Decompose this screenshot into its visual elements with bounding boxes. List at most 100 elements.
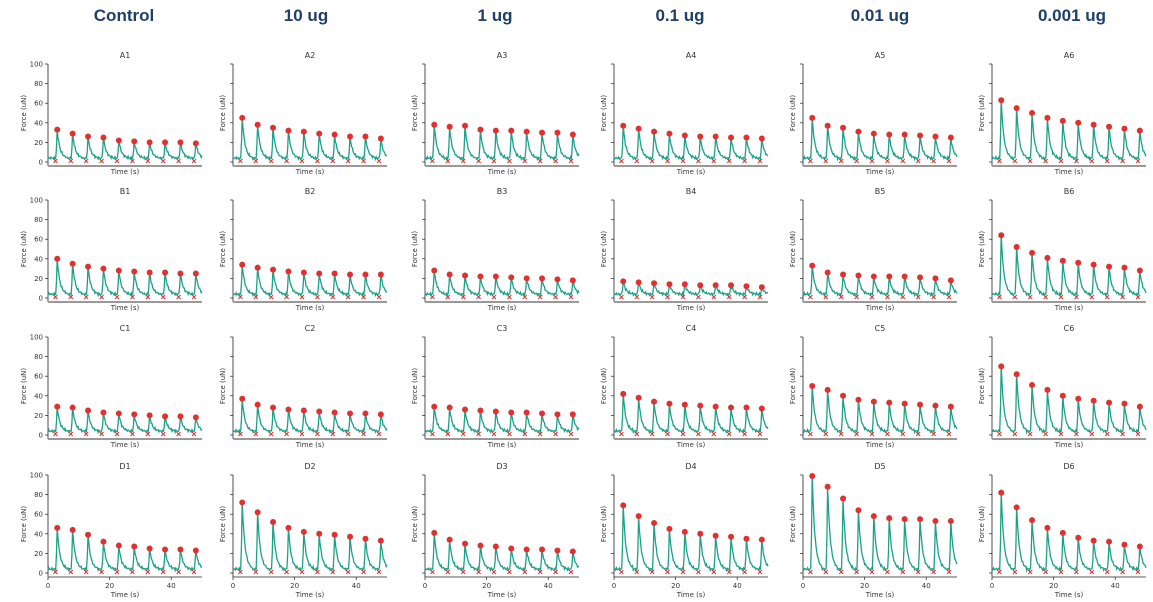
baseline-marker bbox=[430, 569, 435, 575]
peak-marker bbox=[539, 275, 546, 282]
panel-b2: B2 Force (uN) Time (s) bbox=[219, 187, 388, 312]
peak-marker bbox=[1136, 267, 1143, 274]
peak-marker bbox=[681, 281, 688, 288]
baseline-marker bbox=[53, 431, 58, 437]
force-trace-line bbox=[47, 257, 203, 298]
y-axis-label: Force (uN) bbox=[411, 231, 419, 268]
panel-title: D2 bbox=[304, 462, 315, 471]
peak-marker bbox=[901, 273, 908, 280]
x-tick-label: 20 bbox=[105, 582, 114, 590]
peak-marker bbox=[131, 411, 138, 418]
panel-title: A4 bbox=[686, 51, 697, 60]
baseline-marker bbox=[238, 569, 243, 575]
baseline-marker bbox=[931, 431, 936, 437]
x-axis-label: Time (s) bbox=[865, 304, 895, 312]
baseline-marker bbox=[946, 158, 952, 164]
panel-a2: A2 Force (uN) Time (s) bbox=[219, 51, 388, 176]
baseline-marker bbox=[808, 431, 813, 437]
peak-marker bbox=[69, 404, 76, 411]
panel-title: B3 bbox=[497, 187, 508, 196]
baseline-marker bbox=[900, 431, 906, 437]
baseline-marker bbox=[869, 431, 875, 437]
peak-marker bbox=[554, 411, 561, 418]
baseline-marker bbox=[696, 431, 701, 437]
baseline-marker bbox=[238, 294, 243, 300]
baseline-marker bbox=[711, 569, 717, 575]
force-trace-line bbox=[232, 501, 388, 573]
y-axis-label: Force (uN) bbox=[600, 231, 608, 268]
peak-marker bbox=[697, 282, 704, 289]
baseline-marker bbox=[823, 431, 829, 437]
peak-marker bbox=[666, 400, 673, 407]
force-trace-line bbox=[613, 281, 769, 298]
y-axis-label: Force (uN) bbox=[978, 506, 986, 543]
baseline-marker bbox=[900, 294, 906, 300]
peak-marker bbox=[539, 410, 546, 417]
baseline-marker bbox=[1058, 294, 1064, 300]
peak-marker bbox=[901, 516, 908, 523]
baseline-marker bbox=[268, 158, 274, 164]
peak-marker bbox=[477, 273, 484, 280]
panel-d1: D1 0 20 40 60 80 100 Force (uN) 0 20 40 Time (s) bbox=[20, 462, 203, 599]
baseline-marker bbox=[284, 431, 289, 437]
peak-marker bbox=[998, 97, 1005, 104]
y-tick-label: 40 bbox=[34, 392, 43, 400]
peak-marker bbox=[146, 139, 153, 146]
peak-marker bbox=[569, 131, 576, 138]
peak-marker bbox=[362, 410, 369, 417]
baseline-marker bbox=[191, 569, 197, 575]
force-trace-line bbox=[802, 117, 958, 162]
peak-marker bbox=[508, 127, 515, 134]
peak-marker bbox=[477, 542, 484, 549]
panel-title: C5 bbox=[875, 324, 886, 333]
peak-marker bbox=[331, 131, 338, 138]
peak-marker bbox=[840, 124, 847, 131]
baseline-marker bbox=[665, 294, 670, 300]
y-axis-label: Force (uN) bbox=[219, 368, 227, 405]
y-tick-label: 60 bbox=[34, 511, 43, 519]
baseline-marker bbox=[1120, 569, 1125, 575]
y-axis-label: Force (uN) bbox=[20, 231, 28, 268]
peak-marker bbox=[620, 122, 627, 129]
x-tick-label: 0 bbox=[231, 582, 235, 590]
force-trace-line bbox=[47, 128, 203, 162]
baseline-marker bbox=[854, 158, 859, 164]
baseline-marker bbox=[53, 294, 58, 300]
peak-marker bbox=[100, 538, 107, 545]
peak-marker bbox=[523, 546, 530, 553]
peak-marker bbox=[1106, 538, 1113, 545]
peak-marker bbox=[270, 266, 277, 273]
peak-marker bbox=[1059, 529, 1066, 536]
peak-marker bbox=[809, 383, 816, 389]
baseline-marker bbox=[284, 569, 289, 575]
peak-marker bbox=[758, 405, 765, 412]
peak-marker bbox=[115, 137, 122, 144]
baseline-marker bbox=[83, 158, 89, 164]
x-tick-label: 0 bbox=[46, 582, 50, 590]
peak-marker bbox=[870, 130, 877, 137]
baseline-marker bbox=[1089, 431, 1095, 437]
peak-marker bbox=[855, 396, 862, 403]
baseline-marker bbox=[345, 569, 351, 575]
baseline-marker bbox=[696, 158, 701, 164]
y-tick-label: 100 bbox=[30, 334, 43, 342]
peak-marker bbox=[431, 403, 438, 410]
baseline-marker bbox=[537, 431, 543, 437]
panel-a6: A6 Force (uN) Time (s) bbox=[978, 51, 1147, 176]
peak-marker bbox=[431, 529, 438, 536]
x-axis-label: Time (s) bbox=[865, 441, 895, 449]
baseline-marker bbox=[268, 431, 274, 437]
panel-title: D6 bbox=[1063, 462, 1074, 471]
peak-marker bbox=[54, 126, 61, 133]
peak-marker bbox=[316, 130, 323, 137]
peak-marker bbox=[840, 495, 847, 502]
baseline-marker bbox=[634, 294, 640, 300]
baseline-marker bbox=[430, 158, 435, 164]
baseline-marker bbox=[742, 158, 747, 164]
baseline-marker bbox=[160, 431, 166, 437]
peak-marker bbox=[492, 127, 499, 134]
x-tick-label: 0 bbox=[990, 582, 994, 590]
peak-marker bbox=[54, 524, 61, 531]
peak-marker bbox=[146, 269, 153, 276]
peak-marker bbox=[1090, 261, 1097, 268]
